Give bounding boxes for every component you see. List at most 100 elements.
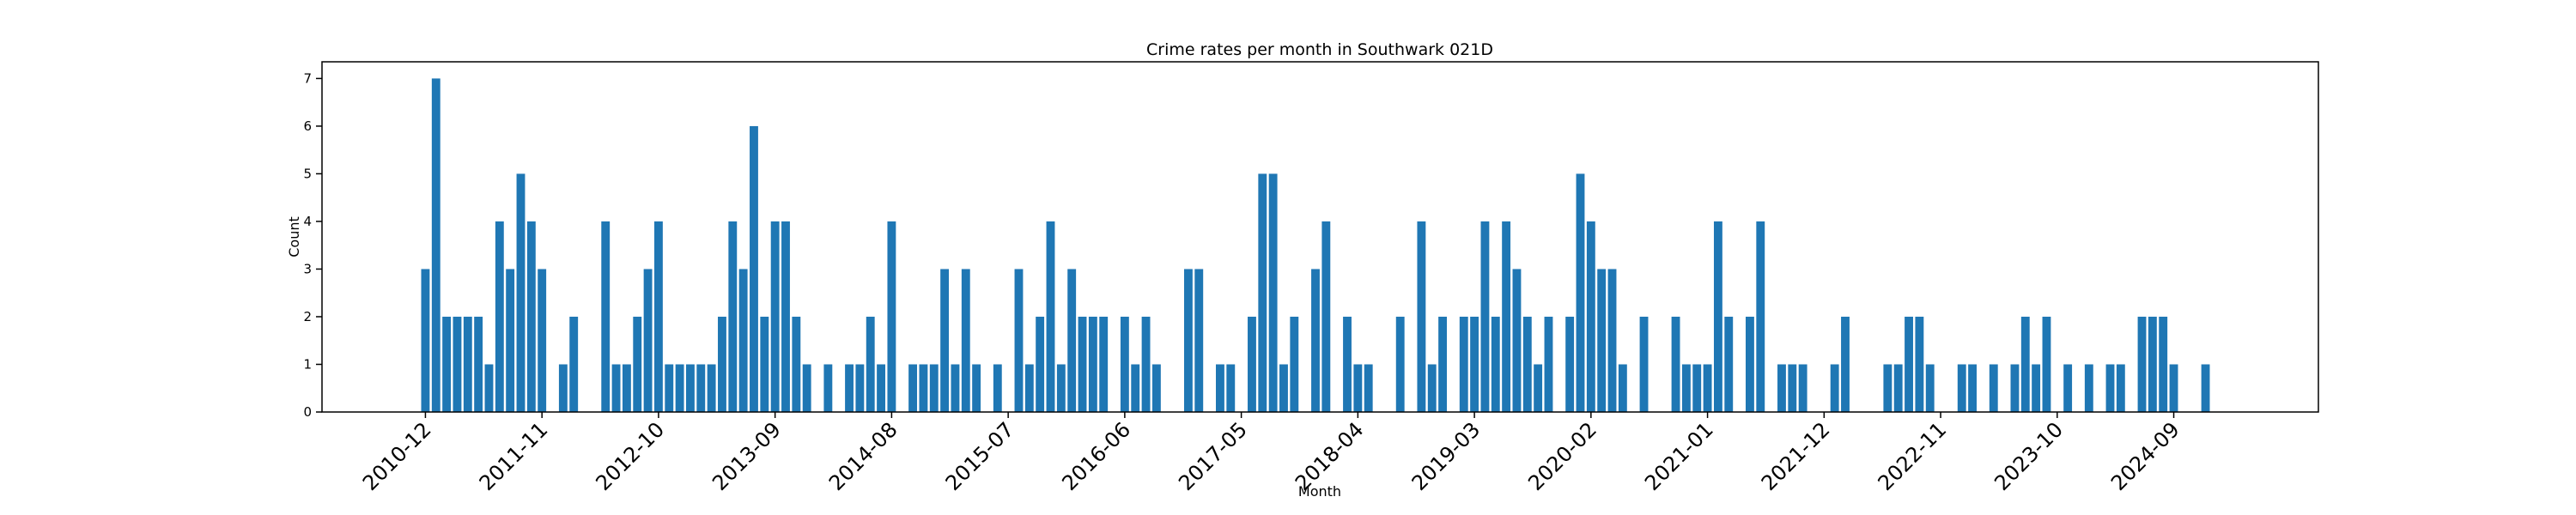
- x-tick-label: 2023-10: [1990, 417, 2068, 495]
- x-tick-label: 2012-10: [591, 417, 669, 495]
- y-tick-label: 4: [303, 214, 312, 229]
- y-tick-label: 3: [303, 261, 312, 276]
- bar: [538, 269, 547, 412]
- bar: [750, 125, 758, 412]
- bar: [919, 364, 928, 412]
- bar: [495, 221, 504, 412]
- bar: [442, 316, 452, 412]
- bar: [2159, 316, 2168, 412]
- bar: [1915, 316, 1924, 412]
- chart-title: Crime rates per month in Southwark 021D: [1146, 40, 1493, 59]
- bar: [1131, 364, 1140, 412]
- bar: [1056, 364, 1066, 412]
- bar: [1746, 316, 1754, 412]
- bar: [940, 269, 950, 412]
- x-tick-label: 2021-01: [1640, 417, 1718, 495]
- bar: [1395, 316, 1405, 412]
- x-tick-label: 2015-07: [941, 417, 1019, 495]
- bar: [1099, 316, 1109, 412]
- y-tick-label: 7: [303, 70, 312, 86]
- bar: [1534, 364, 1543, 412]
- bar: [1713, 221, 1722, 412]
- bar: [421, 269, 430, 412]
- bar: [611, 364, 621, 412]
- bar: [2063, 364, 2073, 412]
- bar: [1756, 221, 1765, 412]
- bar: [1703, 364, 1712, 412]
- bar: [463, 316, 472, 412]
- bar: [1438, 316, 1448, 412]
- bar: [1893, 364, 1903, 412]
- bar: [1544, 316, 1553, 412]
- bar: [2042, 316, 2051, 412]
- bar: [1067, 269, 1077, 412]
- bar: [1194, 269, 1204, 412]
- bar: [633, 316, 642, 412]
- bar: [792, 316, 801, 412]
- bar: [1141, 316, 1151, 412]
- bar: [675, 364, 684, 412]
- bar: [1226, 364, 1236, 412]
- bar: [728, 221, 738, 412]
- y-tick-label: 2: [303, 309, 312, 324]
- bar: [707, 364, 716, 412]
- bar: [1183, 269, 1193, 412]
- bar: [929, 364, 939, 412]
- x-tick-label: 2016-06: [1057, 417, 1135, 495]
- bar: [696, 364, 706, 412]
- bar: [2105, 364, 2115, 412]
- bar: [1290, 316, 1299, 412]
- bar: [866, 316, 875, 412]
- bar: [908, 364, 918, 412]
- y-tick-label: 0: [303, 404, 312, 420]
- bar: [1491, 316, 1500, 412]
- bar: [1258, 173, 1267, 412]
- bar: [1724, 316, 1734, 412]
- y-tick-label: 5: [303, 166, 312, 181]
- bar: [1692, 364, 1702, 412]
- bar: [1925, 364, 1935, 412]
- bar: [770, 221, 780, 412]
- bar: [993, 364, 1002, 412]
- bar: [1576, 173, 1585, 412]
- bar: [887, 221, 896, 412]
- x-tick-label: 2024-09: [2106, 417, 2184, 495]
- bar: [1321, 221, 1331, 412]
- bar: [718, 316, 726, 412]
- x-tick-label: 2013-09: [708, 417, 786, 495]
- bar: [1671, 316, 1680, 412]
- bar: [1565, 316, 1575, 412]
- bar: [823, 364, 833, 412]
- x-tick-label: 2019-03: [1407, 417, 1485, 495]
- bar: [1014, 269, 1024, 412]
- y-tick-label: 6: [303, 118, 312, 134]
- x-tick-label: 2021-12: [1757, 417, 1835, 495]
- bar: [2137, 316, 2147, 412]
- bar: [1311, 269, 1320, 412]
- bar: [569, 316, 579, 412]
- bar: [1597, 269, 1607, 412]
- bar: [855, 364, 865, 412]
- bar: [1024, 364, 1034, 412]
- plot-frame: [321, 61, 2319, 413]
- x-tick-label: 2020-02: [1523, 417, 1601, 495]
- bar: [1120, 316, 1129, 412]
- bar: [877, 364, 885, 412]
- y-axis-label: Count: [286, 216, 302, 258]
- bar: [622, 364, 631, 412]
- y-tick-label: 1: [303, 356, 312, 372]
- bar: [1088, 316, 1097, 412]
- bar: [1586, 221, 1595, 412]
- bar: [1830, 364, 1839, 412]
- bar: [2020, 316, 2030, 412]
- bar: [431, 78, 440, 412]
- bar: [802, 364, 811, 412]
- bar: [1353, 364, 1363, 412]
- bar: [643, 269, 653, 412]
- bar: [2201, 364, 2210, 412]
- bar: [1364, 364, 1373, 412]
- bar: [653, 221, 663, 412]
- bar: [1248, 316, 1256, 412]
- bar: [1618, 364, 1627, 412]
